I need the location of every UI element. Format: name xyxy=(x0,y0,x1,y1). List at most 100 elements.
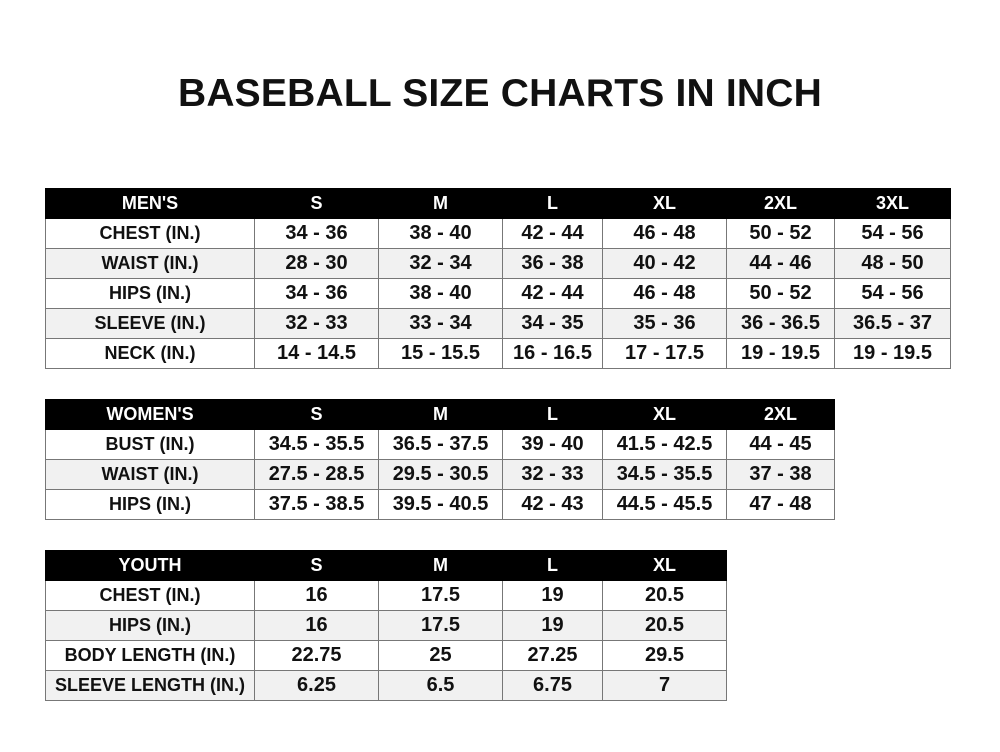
table-row: NECK (IN.) 14 - 14.5 15 - 15.5 16 - 16.5 17 … xyxy=(45,338,951,369)
size-value: 20.5 xyxy=(602,610,727,641)
size-value: 40 - 42 xyxy=(602,248,727,279)
size-column-header: M xyxy=(378,550,503,581)
size-value: 17.5 xyxy=(378,610,503,641)
table-header-row: YOUTH S M L XL xyxy=(45,550,727,581)
size-value: 34 - 35 xyxy=(502,308,603,339)
table-row: HIPS (IN.) 34 - 36 38 - 40 42 - 44 46 - 48 50… xyxy=(45,278,951,309)
size-value: 34 - 36 xyxy=(254,278,379,309)
size-value: 50 - 52 xyxy=(726,218,835,249)
size-value: 50 - 52 xyxy=(726,278,835,309)
table-row: SLEEVE LENGTH (IN.) 6.25 6.5 6.75 7 xyxy=(45,670,727,701)
measurement-label: SLEEVE LENGTH (IN.) xyxy=(45,670,255,701)
size-column-header: M xyxy=(378,188,503,219)
size-value: 42 - 44 xyxy=(502,278,603,309)
page-title: BASEBALL SIZE CHARTS IN INCH xyxy=(177,72,823,115)
mens-size-table: MEN'S S M L XL 2XL 3XL CHEST (IN.) 34 - 36 38 - 4… xyxy=(45,188,951,369)
size-value: 33 - 34 xyxy=(378,308,503,339)
size-value: 39.5 - 40.5 xyxy=(378,489,503,520)
size-value: 25 xyxy=(378,640,503,671)
size-column-header: L xyxy=(502,188,603,219)
size-value: 19 - 19.5 xyxy=(834,338,951,369)
size-value: 16 - 16.5 xyxy=(502,338,603,369)
size-value: 36 - 38 xyxy=(502,248,603,279)
measurement-label: HIPS (IN.) xyxy=(45,489,255,520)
size-value: 16 xyxy=(254,580,379,611)
size-value: 47 - 48 xyxy=(726,489,835,520)
size-column-header: S xyxy=(254,550,379,581)
table-category-header: WOMEN'S xyxy=(45,399,255,430)
size-column-header: 2XL xyxy=(726,188,835,219)
size-column-header: XL xyxy=(602,399,727,430)
size-value: 6.75 xyxy=(502,670,603,701)
measurement-label: NECK (IN.) xyxy=(45,338,255,369)
size-value: 48 - 50 xyxy=(834,248,951,279)
size-column-header: S xyxy=(254,399,379,430)
size-column-header: L xyxy=(502,550,603,581)
table-row: WAIST (IN.) 27.5 - 28.5 29.5 - 30.5 32 - 33… xyxy=(45,459,835,490)
size-value: 41.5 - 42.5 xyxy=(602,429,727,460)
table-category-header: YOUTH xyxy=(45,550,255,581)
youth-size-table: YOUTH S M L XL CHEST (IN.) 16 17.5 19 20.5 HIPS (I… xyxy=(45,550,727,701)
size-value: 54 - 56 xyxy=(834,218,951,249)
size-value: 37.5 - 38.5 xyxy=(254,489,379,520)
measurement-label: SLEEVE (IN.) xyxy=(45,308,255,339)
table-row: BUST (IN.) 34.5 - 35.5 36.5 - 37.5 39 - 40 4… xyxy=(45,429,835,460)
size-value: 44 - 45 xyxy=(726,429,835,460)
measurement-label: CHEST (IN.) xyxy=(45,218,255,249)
size-value: 20.5 xyxy=(602,580,727,611)
size-value: 15 - 15.5 xyxy=(378,338,503,369)
table-row: CHEST (IN.) 34 - 36 38 - 40 42 - 44 46 - 48 5… xyxy=(45,218,951,249)
table-row: WAIST (IN.) 28 - 30 32 - 34 36 - 38 40 - 42 4… xyxy=(45,248,951,279)
size-value: 16 xyxy=(254,610,379,641)
size-value: 17 - 17.5 xyxy=(602,338,727,369)
size-value: 42 - 44 xyxy=(502,218,603,249)
size-value: 19 xyxy=(502,580,603,611)
size-value: 54 - 56 xyxy=(834,278,951,309)
size-value: 17.5 xyxy=(378,580,503,611)
size-value: 19 xyxy=(502,610,603,641)
size-column-header: XL xyxy=(602,550,727,581)
measurement-label: HIPS (IN.) xyxy=(45,610,255,641)
size-value: 28 - 30 xyxy=(254,248,379,279)
size-value: 46 - 48 xyxy=(602,218,727,249)
table-row: BODY LENGTH (IN.) 22.75 25 27.25 29.5 xyxy=(45,640,727,671)
size-value: 34 - 36 xyxy=(254,218,379,249)
size-value: 34.5 - 35.5 xyxy=(254,429,379,460)
size-column-header: XL xyxy=(602,188,727,219)
table-row: CHEST (IN.) 16 17.5 19 20.5 xyxy=(45,580,727,611)
size-column-header: M xyxy=(378,399,503,430)
table-row: HIPS (IN.) 16 17.5 19 20.5 xyxy=(45,610,727,641)
measurement-label: WAIST (IN.) xyxy=(45,459,255,490)
size-value: 32 - 34 xyxy=(378,248,503,279)
size-value: 32 - 33 xyxy=(254,308,379,339)
size-value: 32 - 33 xyxy=(502,459,603,490)
size-value: 29.5 - 30.5 xyxy=(378,459,503,490)
size-column-header: L xyxy=(502,399,603,430)
size-value: 44.5 - 45.5 xyxy=(602,489,727,520)
size-value: 36.5 - 37.5 xyxy=(378,429,503,460)
womens-size-table: WOMEN'S S M L XL 2XL BUST (IN.) 34.5 - 35.5 36.5… xyxy=(45,399,835,520)
size-column-header: S xyxy=(254,188,379,219)
table-row: SLEEVE (IN.) 32 - 33 33 - 34 34 - 35 35 - 36… xyxy=(45,308,951,339)
size-value: 19 - 19.5 xyxy=(726,338,835,369)
measurement-label: WAIST (IN.) xyxy=(45,248,255,279)
size-value: 38 - 40 xyxy=(378,218,503,249)
table-header-row: MEN'S S M L XL 2XL 3XL xyxy=(45,188,951,219)
measurement-label: BODY LENGTH (IN.) xyxy=(45,640,255,671)
size-value: 35 - 36 xyxy=(602,308,727,339)
table-row: HIPS (IN.) 37.5 - 38.5 39.5 - 40.5 42 - 43 4… xyxy=(45,489,835,520)
size-column-header: 2XL xyxy=(726,399,835,430)
size-value: 6.25 xyxy=(254,670,379,701)
size-value: 34.5 - 35.5 xyxy=(602,459,727,490)
size-value: 44 - 46 xyxy=(726,248,835,279)
table-category-header: MEN'S xyxy=(45,188,255,219)
table-header-row: WOMEN'S S M L XL 2XL xyxy=(45,399,835,430)
size-value: 37 - 38 xyxy=(726,459,835,490)
measurement-label: CHEST (IN.) xyxy=(45,580,255,611)
size-value: 38 - 40 xyxy=(378,278,503,309)
size-value: 6.5 xyxy=(378,670,503,701)
measurement-label: BUST (IN.) xyxy=(45,429,255,460)
size-value: 22.75 xyxy=(254,640,379,671)
size-value: 36.5 - 37 xyxy=(834,308,951,339)
size-value: 27.25 xyxy=(502,640,603,671)
